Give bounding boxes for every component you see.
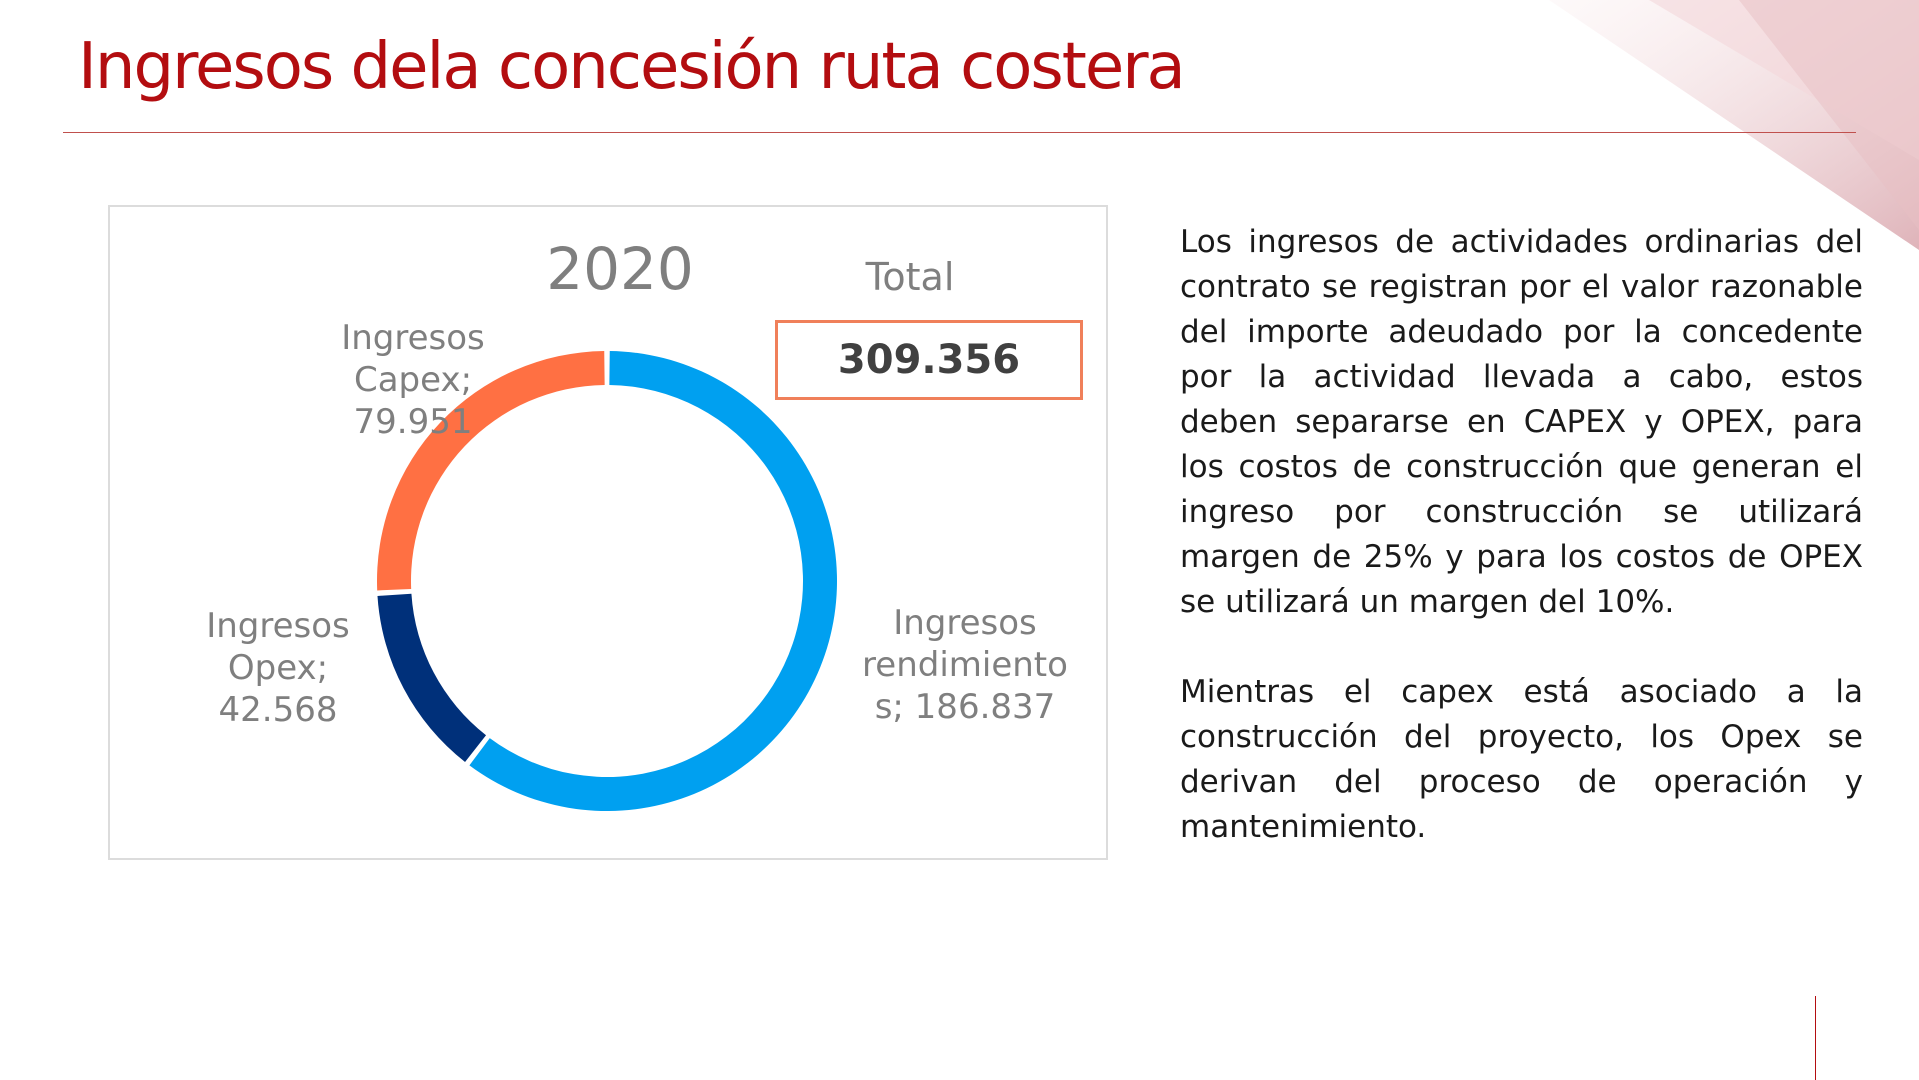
data-label-line: Ingresos — [206, 606, 350, 646]
data-label-line: rendimiento — [862, 645, 1068, 685]
data-label-line: Ingresos — [341, 318, 485, 358]
page-title: Ingresos dela concesión ruta costera — [78, 30, 1186, 104]
data-label-line: Ingresos — [893, 603, 1037, 643]
data-label-line: 79.951 — [353, 402, 473, 442]
data-label-rendimientos: Ingresos rendimiento s; 186.837 — [840, 602, 1090, 728]
donut-slice-ingresos-capex — [376, 351, 605, 591]
donut-slice-ingresos-opex — [377, 593, 487, 762]
title-divider — [63, 132, 1856, 133]
total-label: Total — [865, 255, 955, 299]
donut-slice-ingresos-rendimientos — [469, 351, 838, 812]
corner-decoration — [1549, 0, 1919, 250]
body-paragraph-1: Los ingresos de actividades ordinarias d… — [1180, 224, 1863, 620]
donut-chart: 2020 Total 309.356 Ingresos Capex; 79.95… — [108, 205, 1108, 860]
body-paragraph-2: Mientras el capex está asociado a la con… — [1180, 674, 1863, 845]
chart-title: 2020 — [546, 235, 694, 303]
data-label-opex: Ingresos Opex; 42.568 — [158, 605, 398, 731]
data-label-line: Capex; — [353, 360, 473, 400]
data-label-line: s; 186.837 — [874, 687, 1056, 727]
data-label-line: Opex; — [227, 648, 329, 688]
side-accent-line — [1815, 996, 1816, 1080]
data-label-capex: Ingresos Capex; 79.951 — [293, 317, 533, 443]
data-label-line: 42.568 — [218, 690, 338, 730]
total-value-box: 309.356 — [775, 320, 1083, 400]
donut-svg — [376, 351, 838, 812]
